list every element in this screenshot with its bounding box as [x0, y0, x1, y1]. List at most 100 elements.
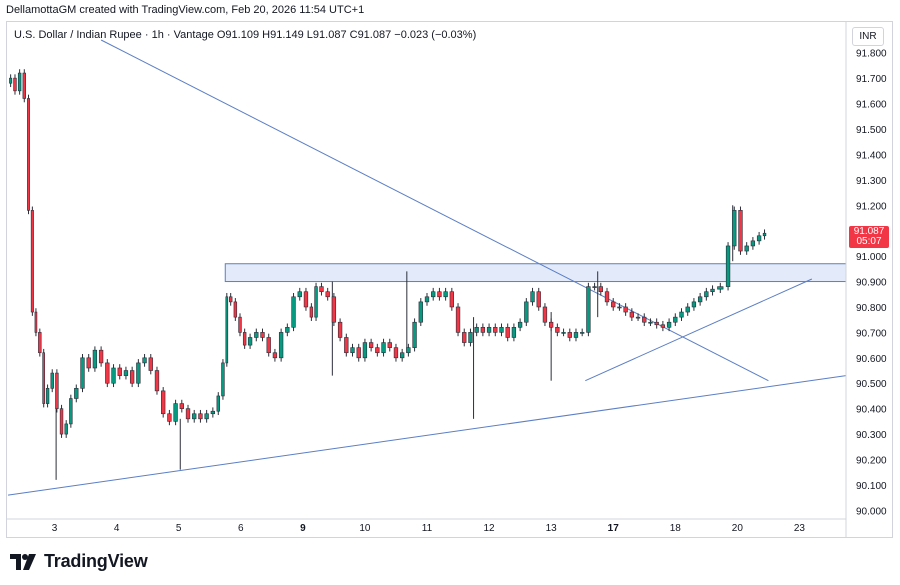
- candle-down: [548, 321, 554, 328]
- candle-up: [381, 342, 386, 354]
- candle-up: [285, 327, 290, 333]
- time-tick-label: 9: [300, 523, 306, 534]
- candle-down: [42, 352, 45, 404]
- last-price-value: 91.087: [853, 226, 885, 237]
- candle-down: [13, 77, 17, 92]
- candle-up: [45, 388, 50, 404]
- price-tick-label: 90.500: [856, 379, 887, 390]
- price-chart[interactable]: 91.800 91.700 91.600 91.500 91.400 91.300 91.2…: [0, 0, 900, 540]
- candle-up: [511, 327, 517, 338]
- ohlc-high: H91.149: [262, 29, 304, 41]
- candle-down: [117, 367, 122, 376]
- candle-down: [55, 372, 59, 409]
- candle-up: [648, 321, 653, 324]
- time-tick-label: 12: [484, 523, 496, 534]
- price-tick-label: 90.800: [856, 303, 887, 314]
- symbol-sep-2: ·: [166, 29, 174, 41]
- candle-down: [604, 291, 610, 303]
- time-tick-label: 18: [670, 523, 682, 534]
- symbol-name: U.S. Dollar / Indian Rupee: [14, 29, 142, 41]
- candle-up: [717, 286, 724, 290]
- candle-up: [431, 291, 436, 298]
- candle-down: [179, 403, 184, 409]
- candle-down: [154, 370, 160, 392]
- candle-up: [350, 347, 355, 354]
- candle-up: [762, 232, 767, 237]
- candle-up: [756, 235, 762, 242]
- candle-up: [173, 403, 178, 422]
- short-ascending-support: [585, 278, 813, 382]
- candle-down: [455, 306, 461, 333]
- candle-up: [744, 245, 749, 252]
- time-tick-label: 17: [608, 523, 620, 534]
- tradingview-logo[interactable]: TradingView: [10, 551, 148, 572]
- ohlc-change: −0.023 (−0.03%): [394, 29, 477, 41]
- candle-down: [480, 327, 486, 333]
- candle-down: [38, 332, 42, 354]
- price-tick-label: 91.000: [856, 252, 887, 263]
- candle-down: [337, 321, 343, 338]
- symbol-legend[interactable]: U.S. Dollar / Indian Rupee · 1h · Vantag…: [14, 29, 476, 41]
- candle-up: [314, 286, 318, 318]
- price-tick-label: 90.100: [856, 481, 887, 492]
- candle-down: [598, 286, 603, 293]
- time-tick-label: 11: [422, 523, 433, 534]
- price-tick-label: 90.700: [856, 328, 887, 339]
- candle-up: [9, 77, 13, 84]
- candle-up: [80, 357, 85, 389]
- candle-up: [573, 332, 579, 338]
- candle-up: [524, 301, 529, 323]
- chart-frame[interactable]: [6, 21, 893, 538]
- candle-down: [129, 370, 135, 384]
- price-tick-label: 91.700: [856, 74, 887, 85]
- candle-up: [406, 347, 411, 354]
- time-tick-label: 23: [794, 523, 806, 534]
- candle-up: [142, 357, 147, 364]
- candle-up: [635, 316, 641, 319]
- candle-down: [393, 347, 399, 359]
- candle-up: [412, 321, 417, 348]
- candle-down: [242, 332, 247, 346]
- candle-down: [738, 210, 743, 252]
- price-tick-label: 91.600: [856, 100, 887, 111]
- time-tick-label: 5: [176, 523, 182, 534]
- price-tick-label: 90.000: [856, 506, 887, 517]
- price-tick-label: 90.900: [856, 278, 887, 289]
- candle-up: [750, 240, 756, 247]
- tradingview-logo-text: TradingView: [44, 551, 148, 571]
- candle-up: [424, 296, 430, 303]
- long-ascending-support: [7, 375, 847, 496]
- candle-up: [443, 291, 448, 298]
- candle-up: [278, 332, 284, 359]
- candle-down: [536, 291, 541, 308]
- time-tick-label: 6: [238, 523, 244, 534]
- candle-down: [272, 352, 278, 359]
- candle-up: [17, 72, 22, 92]
- candle-up: [247, 337, 253, 346]
- time-tick-label: 10: [359, 523, 371, 534]
- candle-up: [92, 349, 98, 369]
- candle-down: [356, 347, 361, 359]
- candle-up: [486, 327, 492, 333]
- candle-up: [517, 321, 523, 328]
- price-tick-label: 90.200: [856, 456, 887, 467]
- candle-up: [418, 301, 423, 323]
- candle-up: [362, 342, 368, 359]
- candle-up: [685, 306, 690, 313]
- ohlc-open: O91.109: [216, 29, 260, 41]
- candle-up: [400, 352, 405, 359]
- candle-down: [542, 306, 548, 323]
- currency-button[interactable]: INR: [852, 27, 884, 46]
- candle-down: [228, 296, 233, 303]
- candle-up: [725, 245, 731, 287]
- candle-down: [105, 362, 110, 384]
- candle-down: [167, 413, 172, 422]
- candle-down: [34, 311, 38, 333]
- candle-up: [530, 291, 535, 303]
- candle-down: [449, 291, 454, 308]
- symbol-interval: 1h: [151, 29, 164, 41]
- candle-up: [254, 332, 259, 338]
- candle-up: [50, 372, 54, 389]
- candle-down: [27, 98, 30, 211]
- price-tick-label: 91.400: [856, 150, 887, 161]
